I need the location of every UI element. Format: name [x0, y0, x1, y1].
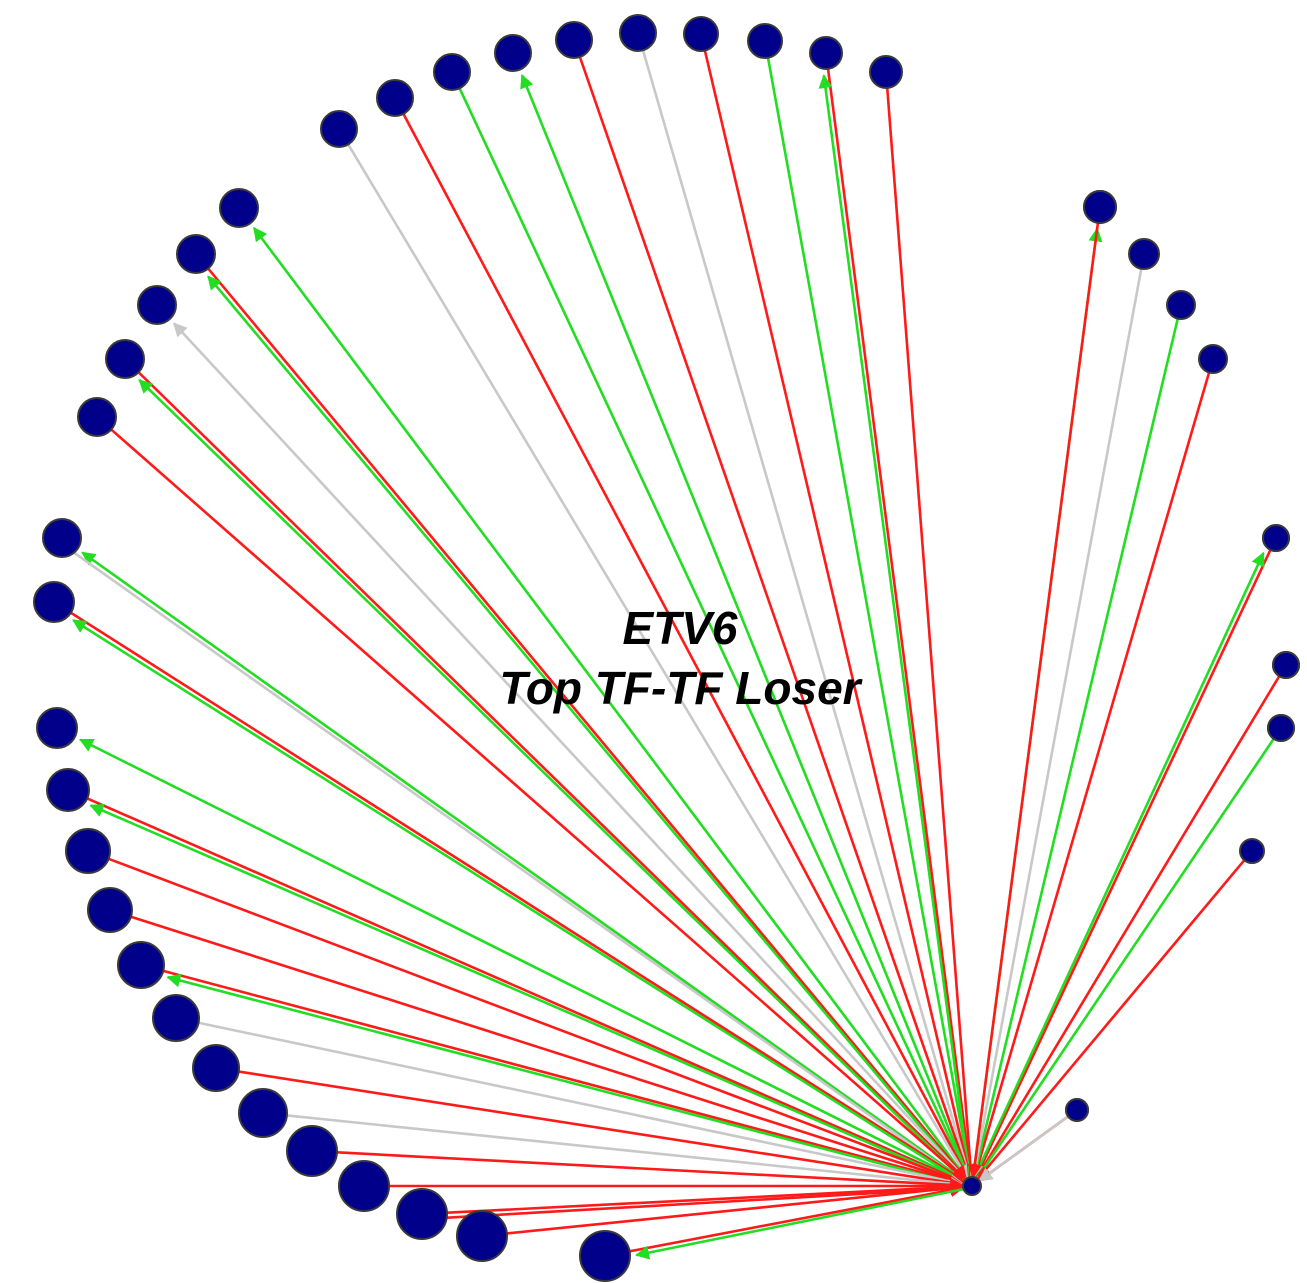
- edge-n20-repressed: [207, 267, 968, 1181]
- edge-n13-neutral: [641, 49, 973, 1179]
- edge-n2-repressed: [975, 675, 1281, 1180]
- edge-n25-activated: [72, 619, 965, 1184]
- edge-n14-repressed: [578, 56, 972, 1179]
- node-n23[interactable]: [77, 397, 117, 437]
- edge-n10-repressed: [826, 68, 977, 1179]
- node-n9[interactable]: [869, 55, 903, 89]
- node-n43[interactable]: [1272, 651, 1300, 679]
- edge-n33-neutral: [286, 1114, 965, 1191]
- node-n14[interactable]: [555, 21, 593, 59]
- edge-n11-activated: [766, 57, 976, 1179]
- node-n30[interactable]: [117, 941, 165, 989]
- edge-n1-activated: [973, 551, 1265, 1178]
- edge-n16-activated: [458, 87, 970, 1180]
- node-n33[interactable]: [238, 1088, 288, 1138]
- edge-n29-repressed: [130, 915, 965, 1187]
- node-n25[interactable]: [33, 581, 75, 623]
- edge-n32-repressed: [238, 1070, 965, 1190]
- edge-n36-repressed: [447, 1181, 965, 1220]
- edge-n26-activated: [78, 738, 965, 1184]
- node-n18[interactable]: [320, 110, 358, 148]
- node-n11[interactable]: [747, 23, 783, 59]
- edge-n20-activated: [207, 275, 967, 1181]
- edge-layer: [70, 49, 1281, 1260]
- edge-n40-repressed: [967, 222, 1100, 1179]
- edge-n3-activated: [975, 738, 1275, 1180]
- node-n7[interactable]: [1128, 238, 1160, 270]
- edge-n7-neutral: [969, 268, 1143, 1179]
- edge-n36-repressed: [446, 1180, 965, 1215]
- edge-n1-repressed: [974, 549, 1272, 1180]
- node-n31[interactable]: [152, 994, 200, 1042]
- node-n20[interactable]: [176, 234, 216, 274]
- node-n42[interactable]: [1262, 524, 1290, 552]
- edge-n37-repressed: [506, 1181, 965, 1235]
- edge-n6-activated: [970, 318, 1180, 1179]
- node-n17[interactable]: [376, 79, 414, 117]
- edge-n17-repressed: [402, 113, 969, 1180]
- node-n13[interactable]: [619, 14, 657, 52]
- edge-n10-activated: [818, 74, 971, 1178]
- edge-n31-neutral: [198, 1021, 965, 1189]
- edge-n15-activated: [520, 73, 970, 1179]
- edge-n12-repressed: [703, 50, 974, 1179]
- edge-n27-activated: [89, 804, 964, 1185]
- node-n28[interactable]: [65, 828, 111, 874]
- edge-n22-activated: [138, 379, 966, 1182]
- node-n6[interactable]: [1166, 290, 1196, 320]
- node-n21[interactable]: [137, 285, 177, 325]
- node-layer: [33, 14, 1300, 1282]
- node-n41[interactable]: [1065, 1098, 1089, 1122]
- node-n36[interactable]: [396, 1188, 448, 1240]
- edge-n34-repressed: [336, 1151, 965, 1192]
- edge-n18-neutral: [347, 143, 969, 1180]
- edge-n24-activated: [81, 551, 966, 1182]
- edge-n22-repressed: [137, 371, 967, 1181]
- node-n10[interactable]: [809, 36, 843, 70]
- edge-n38-repressed: [629, 1183, 965, 1253]
- node-n16[interactable]: [433, 53, 471, 91]
- node-n40[interactable]: [1083, 190, 1117, 224]
- node-n32[interactable]: [192, 1044, 240, 1092]
- edge-n30-repressed: [162, 969, 965, 1188]
- edge-n19-activated: [252, 226, 968, 1180]
- node-n26[interactable]: [36, 707, 78, 749]
- edge-n21-neutral: [173, 322, 967, 1181]
- node-n35[interactable]: [338, 1160, 390, 1212]
- node-n29[interactable]: [87, 887, 133, 933]
- edge-n23-repressed: [110, 428, 967, 1182]
- edge-n41-neutral: [978, 1115, 1069, 1182]
- node-n44[interactable]: [1267, 714, 1295, 742]
- node-n19[interactable]: [219, 188, 259, 228]
- edge-n24-neutral: [73, 552, 965, 1184]
- edge-n27-repressed: [86, 797, 966, 1184]
- edge-n4-repressed: [976, 859, 1246, 1181]
- node-n22[interactable]: [105, 339, 145, 379]
- node-hub[interactable]: [962, 1176, 982, 1196]
- edge-n25-repressed: [70, 611, 966, 1183]
- node-n34[interactable]: [286, 1125, 338, 1177]
- node-n12[interactable]: [683, 16, 719, 52]
- edge-n5-repressed: [971, 372, 1211, 1179]
- node-n38[interactable]: [579, 1230, 631, 1282]
- node-n37[interactable]: [456, 1210, 508, 1262]
- edge-n30-activated: [166, 973, 964, 1187]
- edge-n28-repressed: [108, 857, 965, 1185]
- node-n4[interactable]: [1239, 838, 1265, 864]
- edge-n9-repressed: [885, 87, 978, 1179]
- node-n5[interactable]: [1198, 344, 1228, 374]
- node-n27[interactable]: [46, 768, 90, 812]
- edge-n38-activated: [635, 1187, 964, 1260]
- node-n24[interactable]: [42, 518, 82, 558]
- node-n15[interactable]: [494, 34, 532, 72]
